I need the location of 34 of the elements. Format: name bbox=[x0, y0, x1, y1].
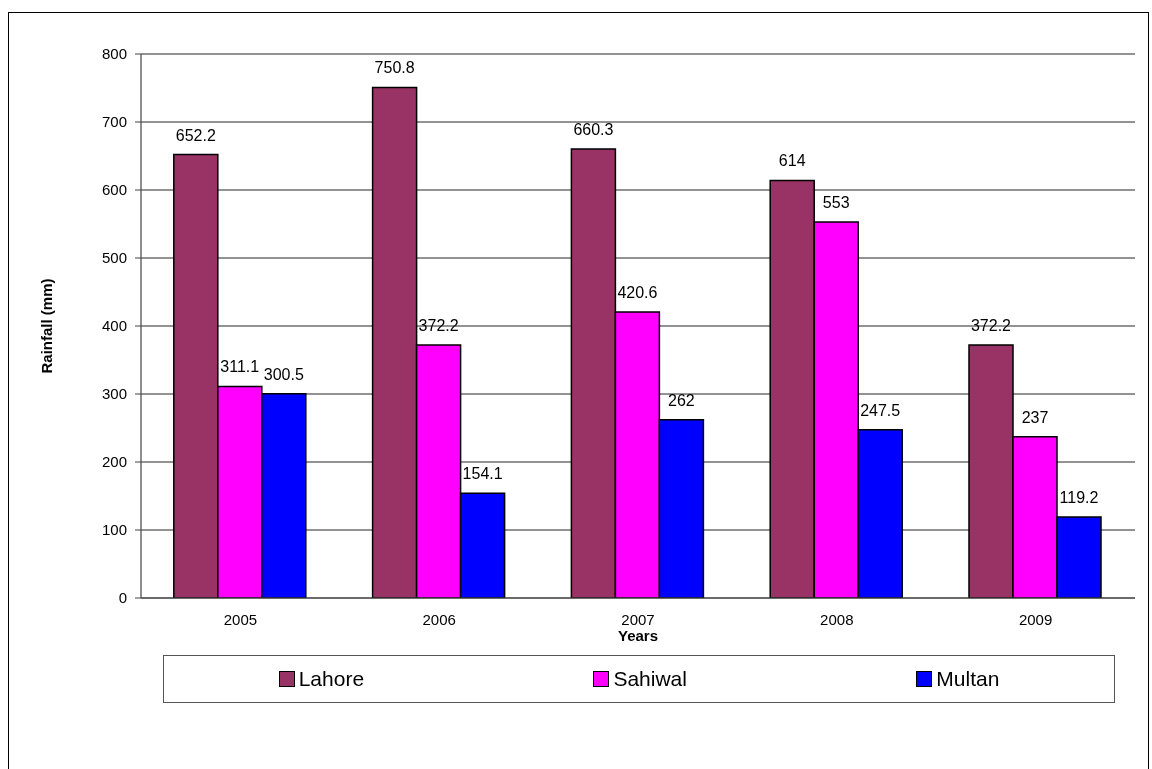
y-tick-label: 700 bbox=[101, 113, 127, 131]
x-tick-label: 2008 bbox=[820, 610, 854, 628]
legend-label: Sahiwal bbox=[613, 667, 687, 691]
data-label: 247.5 bbox=[860, 401, 901, 419]
legend-label: Lahore bbox=[298, 667, 365, 691]
data-label: 262 bbox=[668, 391, 695, 409]
data-label: 311.1 bbox=[220, 358, 260, 376]
x-tick-label: 2005 bbox=[223, 610, 258, 628]
y-tick-label: 800 bbox=[101, 45, 127, 63]
y-tick-label: 500 bbox=[101, 249, 127, 267]
y-axis-title: Rainfall (mm) bbox=[37, 278, 55, 374]
data-label: 237 bbox=[1021, 408, 1049, 426]
y-tick-label: 200 bbox=[101, 453, 127, 471]
data-label: 300.5 bbox=[263, 365, 304, 383]
y-tick-label: 400 bbox=[101, 317, 127, 335]
data-label: 119.2 bbox=[1059, 488, 1099, 506]
x-tick-label: 2006 bbox=[422, 610, 456, 628]
x-tick-label: 2009 bbox=[1018, 610, 1053, 628]
data-label: 154.1 bbox=[462, 465, 503, 483]
data-label: 750.8 bbox=[374, 59, 415, 77]
y-tick-label: 300 bbox=[101, 385, 127, 403]
data-label: 614 bbox=[778, 152, 806, 170]
x-tick-label: 2007 bbox=[621, 610, 655, 628]
data-label: 372.2 bbox=[970, 316, 1012, 334]
data-label: 553 bbox=[822, 193, 850, 211]
data-label: 372.2 bbox=[418, 316, 459, 334]
y-tick-label: 0 bbox=[118, 589, 127, 607]
data-label: 660.3 bbox=[573, 121, 614, 138]
y-tick-label: 100 bbox=[101, 521, 127, 539]
legend-label: Multan bbox=[936, 667, 1000, 691]
data-label: 420.6 bbox=[617, 283, 658, 301]
y-tick-label: 600 bbox=[101, 181, 127, 199]
data-label: 652.2 bbox=[175, 126, 216, 144]
x-axis-title: Years bbox=[617, 627, 659, 644]
